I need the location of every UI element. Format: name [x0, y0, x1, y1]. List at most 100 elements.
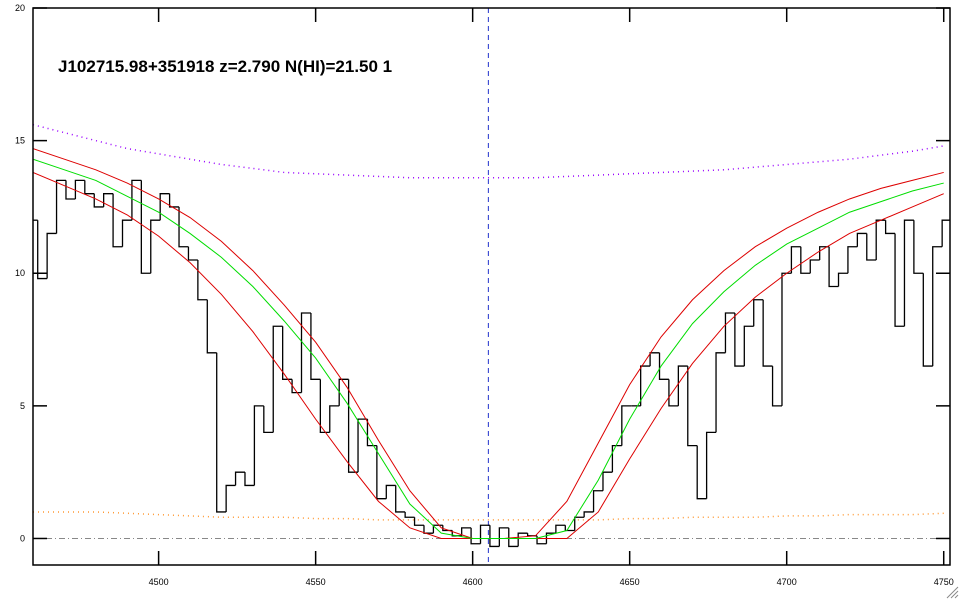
- flux-step: [687, 366, 698, 447]
- flux-step: [489, 525, 500, 548]
- flux-step: [178, 206, 189, 248]
- flux-step: [272, 325, 283, 433]
- flux-step: [470, 527, 481, 545]
- flux-step: [875, 219, 886, 260]
- flux-step: [828, 246, 839, 288]
- flux-step: [781, 272, 792, 406]
- flux-step: [800, 246, 811, 274]
- flux-step: [357, 418, 368, 473]
- flux-step: [159, 193, 170, 221]
- flux-step: [743, 325, 754, 367]
- flux-step: [498, 527, 509, 547]
- flux-step: [611, 444, 622, 473]
- flux-step: [583, 511, 594, 518]
- flux-step: [216, 352, 227, 513]
- flux-step: [112, 193, 123, 248]
- flux-step: [847, 246, 858, 274]
- flux-step: [319, 379, 330, 434]
- flux-step: [338, 378, 349, 406]
- flux-step: [282, 326, 293, 380]
- chart-title: J102715.98+351918 z=2.790 N(HI)=21.50 1: [58, 57, 392, 76]
- flux-step: [884, 220, 896, 235]
- flux-step: [894, 233, 905, 327]
- flux-step: [753, 299, 764, 327]
- flux-step: [696, 445, 707, 500]
- flux-step: [705, 431, 717, 499]
- flux-step: [395, 485, 406, 513]
- flux-step: [715, 352, 726, 433]
- flux-step: [790, 246, 801, 274]
- x-tick-label: 4650: [620, 577, 640, 587]
- flux-step: [291, 379, 302, 394]
- flux-step: [922, 273, 933, 367]
- flux-step: [734, 313, 745, 367]
- flux-step: [461, 527, 472, 536]
- flux-step: [413, 517, 424, 526]
- flux-step: [197, 259, 208, 301]
- y-tick-label: 15: [15, 136, 25, 146]
- x-tick-label: 4750: [934, 577, 954, 587]
- flux-step: [150, 219, 161, 274]
- flux-step: [837, 272, 848, 287]
- flux-step: [225, 484, 236, 512]
- flux-step: [866, 233, 877, 261]
- flux-step: [140, 180, 151, 274]
- flux-step: [263, 405, 274, 434]
- plot-frame: [32, 7, 951, 566]
- flux-step: [941, 219, 950, 247]
- flux-step: [819, 246, 830, 260]
- flux-step: [310, 313, 321, 380]
- flux-step: [84, 180, 95, 195]
- flux-step: [658, 352, 669, 380]
- flux-step: [244, 472, 255, 487]
- flux-step: [856, 232, 867, 247]
- flux-step: [300, 312, 311, 393]
- flux-step: [668, 379, 679, 407]
- flux-step: [74, 179, 85, 199]
- x-tick-label: 4600: [463, 577, 483, 587]
- y-tick-label: 10: [15, 268, 25, 278]
- flux-step: [131, 179, 142, 221]
- flux-step: [55, 179, 66, 234]
- flux-step: [677, 365, 688, 406]
- flux-step: [602, 471, 613, 491]
- x-tick-label: 4550: [306, 577, 326, 587]
- flux-step: [932, 246, 943, 367]
- fit-line: [33, 158, 944, 539]
- flux-step: [762, 299, 773, 367]
- flux-step: [508, 527, 519, 548]
- flux-step: [329, 405, 340, 433]
- flux-step: [640, 365, 651, 406]
- flux-step: [903, 219, 914, 327]
- flux-step: [621, 405, 632, 446]
- flux-step: [517, 532, 528, 547]
- flux-step: [37, 220, 48, 280]
- flux-step: [253, 405, 264, 486]
- flux-step: [724, 312, 735, 353]
- flux-step: [545, 532, 556, 544]
- y-tick-label: 20: [15, 3, 25, 13]
- flux-step: [423, 525, 434, 534]
- flux-step: [46, 232, 57, 279]
- flux-step: [404, 511, 415, 518]
- flux-step: [913, 220, 924, 274]
- flux-step: [385, 484, 396, 499]
- flux-step: [187, 246, 198, 261]
- flux-step: [121, 219, 132, 247]
- x-tick-label: 4700: [777, 577, 797, 587]
- resize-grip: [946, 586, 959, 599]
- error-line: [33, 511, 944, 521]
- flux-step: [592, 490, 603, 512]
- flux-step: [809, 259, 820, 274]
- flux-step: [168, 193, 180, 208]
- flux-step: [555, 524, 566, 534]
- flux-step: [234, 471, 245, 486]
- flux-step: [479, 524, 490, 544]
- flux-step: [206, 299, 217, 354]
- x-tick-label: 4500: [149, 577, 169, 587]
- y-tick-label: 5: [20, 401, 25, 411]
- continuum-line: [33, 123, 944, 179]
- flux-step: [771, 366, 782, 407]
